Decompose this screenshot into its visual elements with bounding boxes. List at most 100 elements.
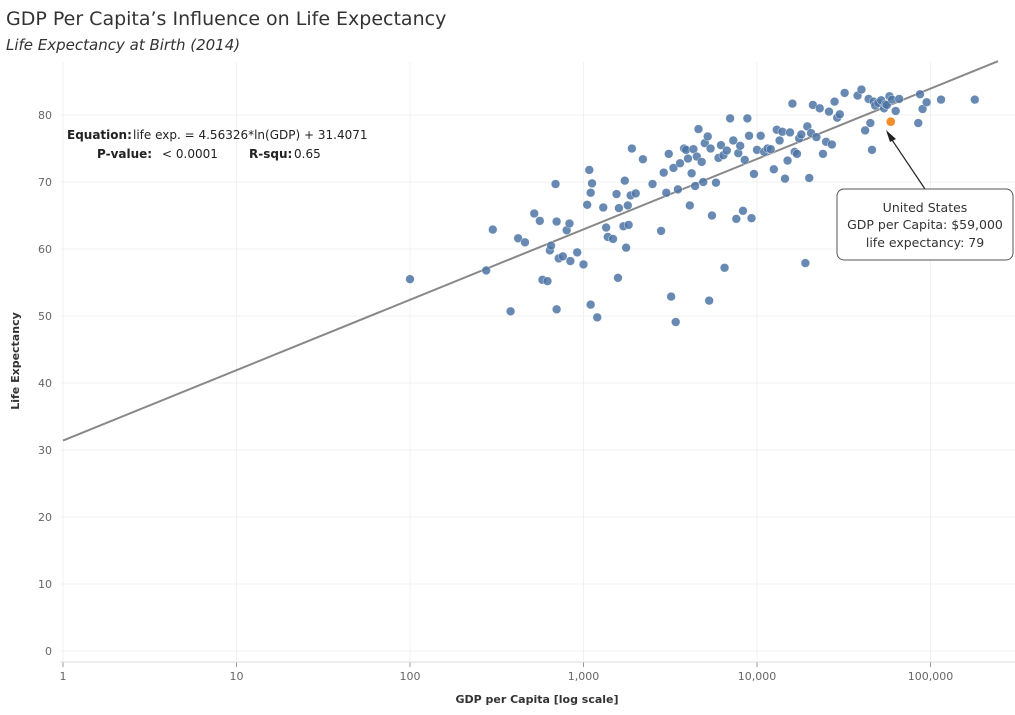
data-point[interactable] xyxy=(769,164,779,174)
data-point[interactable] xyxy=(787,99,798,109)
data-point[interactable] xyxy=(917,104,928,114)
data-point[interactable] xyxy=(744,131,754,141)
data-point[interactable] xyxy=(785,127,795,138)
data-point[interactable] xyxy=(716,140,726,150)
data-point[interactable] xyxy=(860,125,870,136)
data-point[interactable] xyxy=(584,165,594,175)
data-point[interactable] xyxy=(867,145,877,155)
data-point[interactable] xyxy=(698,177,708,187)
data-point[interactable] xyxy=(613,273,623,283)
data-point[interactable] xyxy=(661,188,671,198)
data-point[interactable] xyxy=(735,141,745,151)
data-point[interactable] xyxy=(749,169,759,179)
data-point[interactable] xyxy=(693,124,704,134)
data-point[interactable] xyxy=(800,258,810,268)
data-point[interactable] xyxy=(891,106,901,116)
data-point[interactable] xyxy=(659,168,669,178)
data-point[interactable] xyxy=(690,181,700,191)
data-point[interactable] xyxy=(586,300,596,310)
data-point[interactable] xyxy=(865,118,875,128)
data-point[interactable] xyxy=(550,179,561,189)
data-point[interactable] xyxy=(601,222,611,233)
data-point[interactable] xyxy=(796,129,806,140)
data-point[interactable] xyxy=(598,202,608,213)
data-point[interactable] xyxy=(922,97,932,107)
data-point[interactable] xyxy=(614,203,624,213)
data-point[interactable] xyxy=(546,241,556,251)
data-point[interactable] xyxy=(811,132,822,142)
data-point[interactable] xyxy=(722,145,732,156)
data-point[interactable] xyxy=(782,155,793,166)
data-point[interactable] xyxy=(731,214,741,224)
data-point[interactable] xyxy=(756,131,766,141)
data-point[interactable] xyxy=(792,149,802,159)
data-point[interactable] xyxy=(578,259,589,270)
data-point[interactable] xyxy=(683,153,693,164)
data-point[interactable] xyxy=(697,157,707,167)
data-point[interactable] xyxy=(623,200,633,211)
data-point[interactable] xyxy=(703,131,713,142)
data-point[interactable] xyxy=(405,274,415,284)
data-point[interactable] xyxy=(513,233,523,243)
data-point[interactable] xyxy=(725,113,735,123)
data-point[interactable] xyxy=(815,103,825,113)
data-point[interactable] xyxy=(707,210,717,221)
data-point[interactable] xyxy=(766,144,776,154)
data-point[interactable] xyxy=(835,109,845,119)
data-point[interactable] xyxy=(664,149,674,159)
data-point[interactable] xyxy=(856,84,867,95)
data-point[interactable] xyxy=(775,135,785,146)
data-point[interactable] xyxy=(728,135,738,146)
data-point[interactable] xyxy=(675,158,685,168)
data-point[interactable] xyxy=(913,118,923,128)
data-point[interactable] xyxy=(970,94,980,105)
data-point[interactable] xyxy=(564,218,575,229)
data-point[interactable] xyxy=(620,176,630,186)
data-point[interactable] xyxy=(592,312,602,322)
data-point[interactable] xyxy=(638,154,648,164)
data-point[interactable] xyxy=(711,178,721,188)
data-point[interactable] xyxy=(647,179,658,189)
data-point[interactable] xyxy=(552,216,562,227)
data-point[interactable] xyxy=(894,94,904,104)
data-point[interactable] xyxy=(673,184,683,194)
data-point[interactable] xyxy=(488,224,498,235)
data-point[interactable] xyxy=(529,208,539,219)
data-point[interactable] xyxy=(520,237,530,247)
data-point[interactable] xyxy=(818,149,828,159)
data-point[interactable] xyxy=(535,216,545,226)
data-point[interactable] xyxy=(685,200,695,211)
data-point[interactable] xyxy=(936,94,946,105)
data-point[interactable] xyxy=(824,107,834,117)
data-point[interactable] xyxy=(740,155,750,165)
data-point[interactable] xyxy=(565,256,575,266)
data-point[interactable] xyxy=(627,143,637,154)
data-point[interactable] xyxy=(705,143,716,154)
data-point[interactable] xyxy=(587,178,597,188)
data-point[interactable] xyxy=(542,276,553,286)
data-point[interactable] xyxy=(687,168,697,178)
data-point[interactable] xyxy=(829,96,840,107)
data-point[interactable] xyxy=(611,189,622,199)
data-point[interactable] xyxy=(840,88,850,98)
data-point[interactable] xyxy=(777,127,787,137)
data-point[interactable] xyxy=(621,243,631,253)
data-point[interactable] xyxy=(666,291,676,302)
data-point[interactable] xyxy=(608,234,618,244)
data-point[interactable] xyxy=(742,113,752,123)
data-point[interactable] xyxy=(780,174,790,184)
data-point[interactable] xyxy=(481,265,491,276)
data-point[interactable] xyxy=(631,188,641,198)
data-point[interactable] xyxy=(582,200,592,210)
data-point[interactable] xyxy=(624,220,634,230)
data-point[interactable] xyxy=(505,306,516,316)
data-point[interactable] xyxy=(746,213,757,223)
data-point[interactable] xyxy=(719,263,730,273)
data-point[interactable] xyxy=(656,226,666,236)
data-point[interactable] xyxy=(738,206,748,216)
data-point[interactable] xyxy=(704,295,714,306)
data-point[interactable] xyxy=(827,139,837,150)
data-point[interactable] xyxy=(552,304,562,314)
highlight-point-united-states[interactable] xyxy=(885,116,896,127)
data-point[interactable] xyxy=(586,188,596,198)
